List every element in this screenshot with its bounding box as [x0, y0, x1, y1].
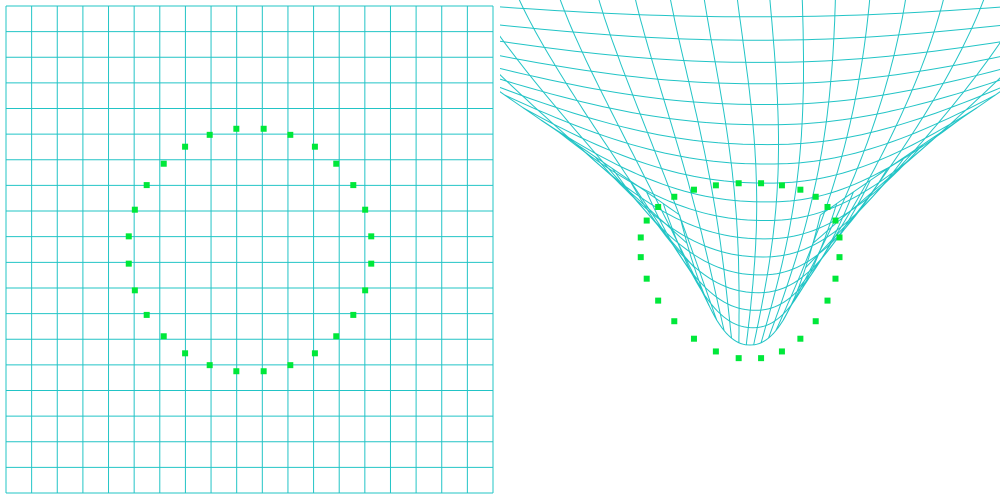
- mesh-line-column: [760, 0, 804, 343]
- mesh-line-column: [670, 0, 732, 339]
- marker-point: [778, 182, 785, 189]
- marker-point: [637, 254, 644, 261]
- marker-point: [233, 368, 240, 375]
- mesh-line-column: [812, 77, 1000, 244]
- mesh-line-column: [820, 91, 1000, 216]
- marker-point: [333, 333, 340, 340]
- mesh-line-column: [805, 41, 1000, 269]
- mesh-line-row: [522, 107, 978, 184]
- marker-point: [131, 287, 138, 294]
- mesh-line-row: [541, 119, 960, 203]
- marker-point: [182, 350, 189, 357]
- marker-point: [143, 311, 150, 318]
- mesh-line-column: [775, 0, 871, 331]
- mesh-line-row: [646, 191, 854, 311]
- marker-point: [832, 275, 839, 282]
- marker-point: [362, 206, 369, 213]
- marker-point: [824, 203, 831, 210]
- marker-point: [182, 143, 189, 150]
- mesh-line-column: [753, 0, 779, 345]
- marker-point: [287, 131, 294, 138]
- mesh-line-row: [504, 94, 996, 165]
- mesh-line-row: [662, 203, 838, 329]
- mesh-line-row: [500, 40, 1000, 63]
- marker-point: [812, 193, 819, 200]
- marker-point: [797, 335, 804, 342]
- marker-point: [690, 335, 697, 342]
- marker-point: [735, 355, 742, 362]
- marker-point: [311, 350, 318, 357]
- marker-point: [690, 186, 697, 193]
- marker-point: [832, 217, 839, 224]
- mesh-line-column: [736, 0, 758, 345]
- marker-point: [260, 125, 267, 132]
- marker-point: [125, 260, 132, 267]
- marker-point: [655, 203, 662, 210]
- marker-point: [758, 355, 765, 362]
- marker-point: [368, 260, 375, 267]
- marker-point: [671, 193, 678, 200]
- deformed-mesh-panel: [500, 0, 1000, 362]
- marker-point: [643, 217, 650, 224]
- rest-grid-panel: [5, 5, 494, 494]
- marker-point: [368, 233, 375, 240]
- marker-point: [311, 143, 318, 150]
- marker-point: [350, 182, 357, 189]
- marker-point: [671, 318, 678, 325]
- mesh-line-row: [612, 168, 888, 276]
- mesh-line-row: [679, 214, 821, 346]
- mesh-line-column: [500, 74, 688, 244]
- mesh-line-column: [518, 0, 703, 289]
- marker-point: [362, 287, 369, 294]
- mesh-line-column: [768, 0, 836, 339]
- marker-point: [143, 182, 150, 189]
- mesh-line-column: [500, 91, 680, 216]
- marker-point: [758, 180, 765, 187]
- marker-point: [206, 362, 213, 369]
- marker-point: [160, 333, 167, 340]
- marker-point: [287, 362, 294, 369]
- marker-point: [643, 275, 650, 282]
- mesh-line-column: [703, 0, 740, 343]
- marker-point: [778, 348, 785, 355]
- marker-point: [131, 206, 138, 213]
- mesh-line-row: [576, 144, 924, 240]
- marker-point: [836, 254, 843, 261]
- marker-point: [233, 125, 240, 132]
- marker-point: [735, 180, 742, 187]
- marker-point: [712, 348, 719, 355]
- marker-point: [824, 297, 831, 304]
- mesh-line-column: [559, 0, 710, 307]
- marker-point: [260, 368, 267, 375]
- mesh-line-row: [500, 55, 1000, 85]
- marker-point: [812, 318, 819, 325]
- mesh-line-row: [500, 6, 1000, 18]
- marker-point: [637, 234, 644, 241]
- marker-point: [160, 160, 167, 167]
- marker-point: [206, 131, 213, 138]
- mesh-line-row: [559, 132, 941, 221]
- marker-point: [350, 311, 357, 318]
- mesh-line-column: [598, 0, 718, 321]
- marker-point: [836, 234, 843, 241]
- marker-point: [712, 182, 719, 189]
- marker-point: [655, 297, 662, 304]
- mesh-line-row: [500, 24, 1000, 41]
- mesh-line-column: [782, 0, 906, 321]
- mesh-line-row: [500, 78, 1000, 126]
- mesh-line-column: [635, 0, 725, 331]
- marker-point: [333, 160, 340, 167]
- marker-point: [125, 233, 132, 240]
- mesh-line-row: [594, 156, 906, 258]
- mesh-line-row: [500, 86, 1000, 146]
- mesh-line-row: [500, 67, 1000, 105]
- marker-point: [797, 186, 804, 193]
